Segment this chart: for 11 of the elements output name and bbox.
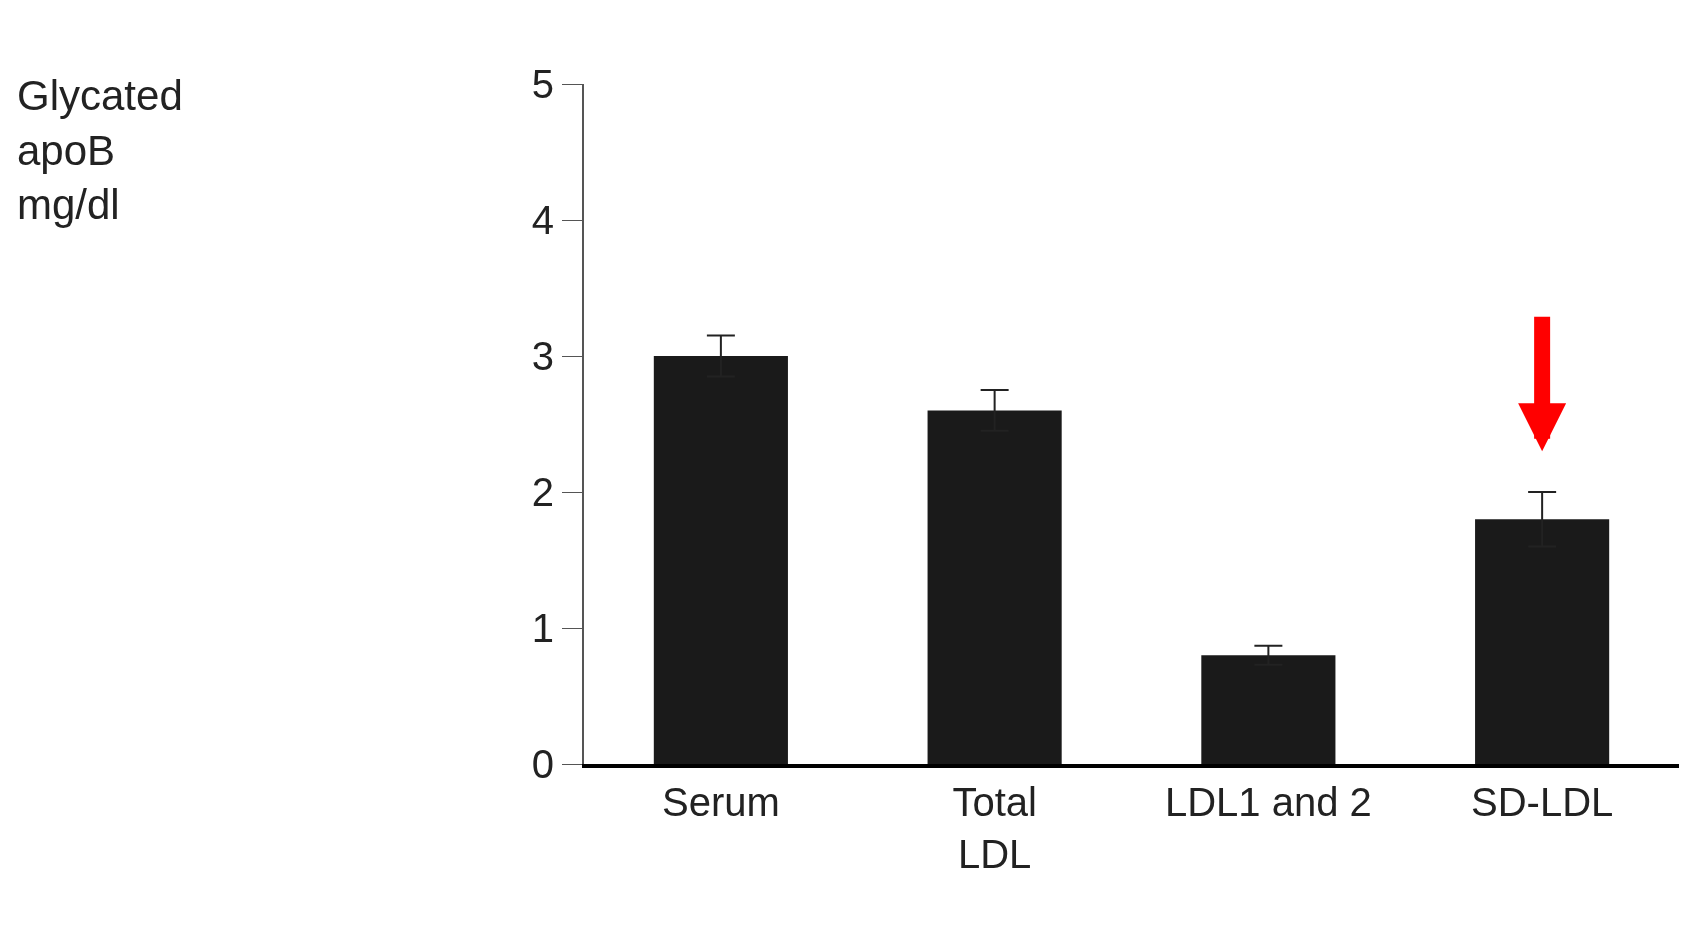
y-tick-label: 5 — [531, 62, 554, 106]
y-tick-label: 0 — [531, 742, 554, 786]
y-tick-label: 1 — [531, 606, 554, 650]
text: Glycated apoB mg/dl — [17, 72, 183, 229]
x-tick-label: SD-LDL — [1471, 780, 1614, 824]
x-tick-label: Serum — [661, 780, 780, 824]
y-tick-label: 3 — [531, 334, 554, 378]
y-tick-label: 4 — [531, 198, 554, 242]
x-tick-label: LDL1 and 2 — [1164, 780, 1372, 824]
y-tick-label: 2 — [531, 470, 554, 514]
x-tick-label: Total LDL — [952, 780, 1037, 876]
